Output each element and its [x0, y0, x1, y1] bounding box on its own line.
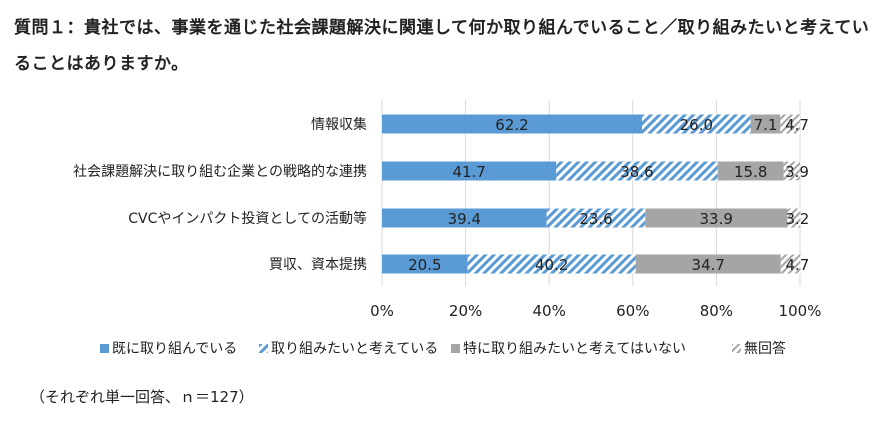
bar-segment: [780, 114, 800, 134]
legend-swatch: [732, 344, 741, 353]
bar-segment: [382, 254, 468, 274]
data-label: 3.9: [785, 163, 809, 181]
category-label: 情報収集: [311, 116, 367, 133]
data-label: 26.0: [680, 116, 713, 134]
legend-label: 取り組みたいと考えている: [271, 341, 438, 357]
bar-segment: [382, 114, 642, 134]
bar-segment: [645, 208, 788, 228]
legend-label: 特に取り組みたいと考えてはいない: [463, 341, 686, 357]
data-label: 15.8: [734, 163, 767, 181]
legend-swatch: [100, 344, 109, 353]
data-label: 4.7: [785, 256, 809, 274]
data-label: 40.2: [535, 256, 568, 274]
data-label: 33.9: [699, 210, 732, 228]
x-tick-label: 60%: [616, 302, 649, 320]
x-tick-label: 20%: [449, 302, 482, 320]
legend: 既に取り組んでいる 取り組みたいと考えている 特に取り組みたいと考えてはいない 無回答: [100, 340, 786, 357]
bar-segment: [641, 114, 751, 134]
data-label: 62.2: [495, 116, 528, 134]
bar-segment: [382, 161, 557, 181]
data-label: 38.6: [620, 163, 653, 181]
x-tick-labels: 0% 20% 40% 60% 80% 100%: [370, 302, 821, 320]
bar-segment: [467, 254, 636, 274]
data-label: 23.6: [579, 210, 612, 228]
category-label: 社会課題解決に取り組む企業との戦略的な連携: [73, 163, 367, 180]
bar-segment: [556, 161, 718, 181]
bar-segment: [783, 161, 800, 181]
data-label: 39.4: [448, 210, 481, 228]
question-text: 質問１：貴社では、事業を通じた社会課題解決に関連して何か取り組んでいること／取り…: [14, 18, 870, 74]
bar-segment: [717, 161, 784, 181]
bar-segment: [382, 208, 547, 228]
legend-label: 無回答: [744, 340, 786, 357]
data-label: 20.5: [408, 256, 441, 274]
data-label: 3.2: [785, 210, 809, 228]
x-tick-label: 80%: [700, 302, 733, 320]
bar-segment: [635, 254, 781, 274]
legend-swatch: [259, 344, 268, 353]
category-label: CVCやインパクト投資としての活動等: [128, 210, 367, 227]
sample-note: （それぞれ単一回答、ｎ＝127）: [30, 388, 254, 406]
legend-label: 既に取り組んでいる: [112, 341, 237, 357]
category-label: 買収、資本提携: [269, 257, 367, 273]
data-label: 41.7: [452, 163, 485, 181]
bar-segment: [750, 114, 781, 134]
data-label: 7.1: [754, 116, 778, 134]
x-tick-label: 40%: [533, 302, 566, 320]
bar-segment: [787, 208, 801, 228]
x-tick-label: 0%: [370, 302, 394, 320]
x-tick-label: 100%: [779, 302, 822, 320]
data-label: 4.7: [785, 116, 809, 134]
bars: 62.2 26.0 7.1 4.7 41.7 38.6 15.8 3.9 39.4 23.6 33.…: [382, 114, 809, 274]
bar-segment: [546, 208, 646, 228]
data-label: 34.7: [692, 256, 725, 274]
bar-segment: [780, 254, 801, 274]
legend-swatch: [451, 344, 460, 353]
